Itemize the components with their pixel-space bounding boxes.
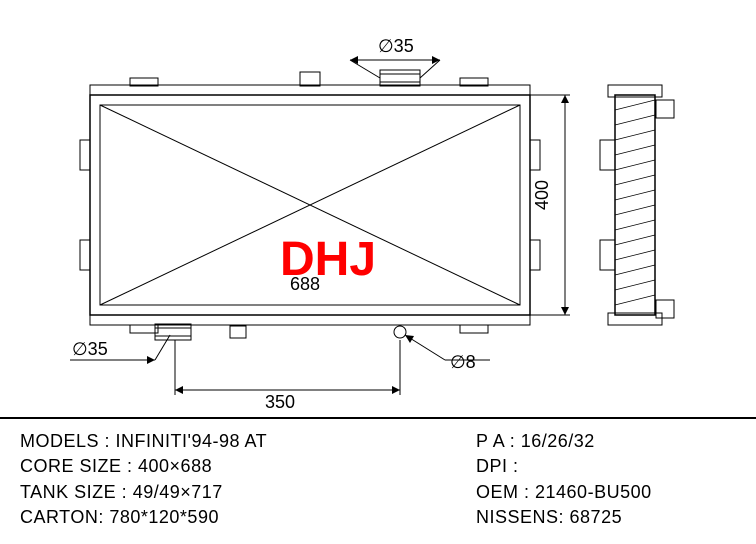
side-top-port [656,100,674,118]
bottom-outlet [155,324,191,340]
bottom-feature [230,326,246,338]
dim-bot-right-dia: ∅8 [405,335,490,372]
row-tank: TANK SIZE : 49/49×717 [20,480,476,505]
spec-col-left: MODELS : INFINITI'94-98 AT CORE SIZE : 4… [20,429,476,530]
dim-height: 400 [530,95,570,315]
row-pa: P A : 16/26/32 [476,429,736,454]
dpi-label: DPI : [476,456,519,476]
core-label: CORE SIZE : [20,456,133,476]
row-core: CORE SIZE : 400×688 [20,454,476,479]
carton-label: CARTON: [20,507,104,527]
dim-height-text: 400 [532,180,552,210]
oem-value: 21460-BU500 [530,482,652,502]
drawing-canvas: ∅35 400 688 ∅35 350 [0,0,756,544]
filler-cap [300,72,320,86]
bracket-r2 [530,240,540,270]
dim-br-dia-text: ∅8 [450,352,476,372]
small-port [394,326,406,338]
dim-bl-dia-text: ∅35 [72,339,108,359]
row-nissens: NISSENS: 68725 [476,505,736,530]
oem-label: OEM : [476,482,530,502]
technical-drawing: ∅35 400 688 ∅35 350 [0,0,756,430]
core-value: 400×688 [133,456,213,476]
side-hatch [615,100,655,305]
nissens-value: 68725 [564,507,622,527]
dim-span-text: 350 [265,392,295,412]
bracket-l2 [80,240,90,270]
spec-table: MODELS : INFINITI'94-98 AT CORE SIZE : 4… [0,417,756,544]
row-oem: OEM : 21460-BU500 [476,480,736,505]
side-bot-port [656,300,674,318]
top-inlet [380,70,420,86]
carton-value: 780*120*590 [104,507,219,527]
tab-bot-right [460,325,488,333]
dim-top-dia-text: ∅35 [378,36,414,56]
side-core [615,95,655,315]
spec-col-right: P A : 16/26/32 DPI : OEM : 21460-BU500 N… [476,429,736,530]
pa-value: 16/26/32 [515,431,595,451]
nissens-label: NISSENS: [476,507,564,527]
row-carton: CARTON: 780*120*590 [20,505,476,530]
row-dpi: DPI : [476,454,736,479]
watermark-text: DHJ [280,233,376,286]
tank-label: TANK SIZE : [20,482,127,502]
row-models: MODELS : INFINITI'94-98 AT [20,429,476,454]
pa-label: P A : [476,431,515,451]
tab-bot-left [130,325,158,333]
tank-value: 49/49×717 [127,482,223,502]
models-value: INFINITI'94-98 AT [110,431,267,451]
dim-top-diameter: ∅35 [350,36,440,78]
models-label: MODELS : [20,431,110,451]
dim-bottom-span: 350 [175,340,400,412]
bracket-r1 [530,140,540,170]
bracket-l1 [80,140,90,170]
